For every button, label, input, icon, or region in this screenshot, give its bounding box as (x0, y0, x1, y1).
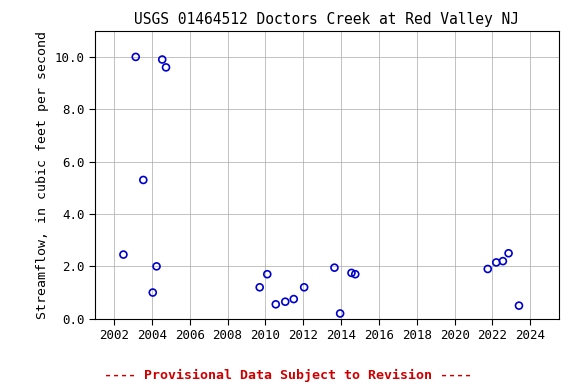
Title: USGS 01464512 Doctors Creek at Red Valley NJ: USGS 01464512 Doctors Creek at Red Valle… (134, 12, 520, 27)
Point (131, 54, 141, 60)
Point (483, 266, 492, 272)
Point (152, 263, 161, 270)
Point (271, 301, 281, 307)
Point (336, 310, 345, 316)
Point (498, 258, 507, 264)
Point (148, 290, 157, 296)
Point (139, 177, 148, 183)
Point (158, 56, 167, 63)
Point (263, 271, 272, 277)
Point (255, 284, 264, 290)
Point (289, 296, 298, 302)
Text: ---- Provisional Data Subject to Revision ----: ---- Provisional Data Subject to Revisio… (104, 369, 472, 382)
Point (504, 250, 513, 257)
Point (281, 299, 290, 305)
Point (300, 284, 309, 290)
Point (330, 265, 339, 271)
Y-axis label: Streamflow, in cubic feet per second: Streamflow, in cubic feet per second (36, 31, 49, 319)
Point (514, 303, 524, 309)
Point (119, 252, 128, 258)
Point (347, 270, 356, 276)
Point (492, 259, 501, 265)
Point (351, 271, 360, 277)
Point (161, 64, 170, 70)
